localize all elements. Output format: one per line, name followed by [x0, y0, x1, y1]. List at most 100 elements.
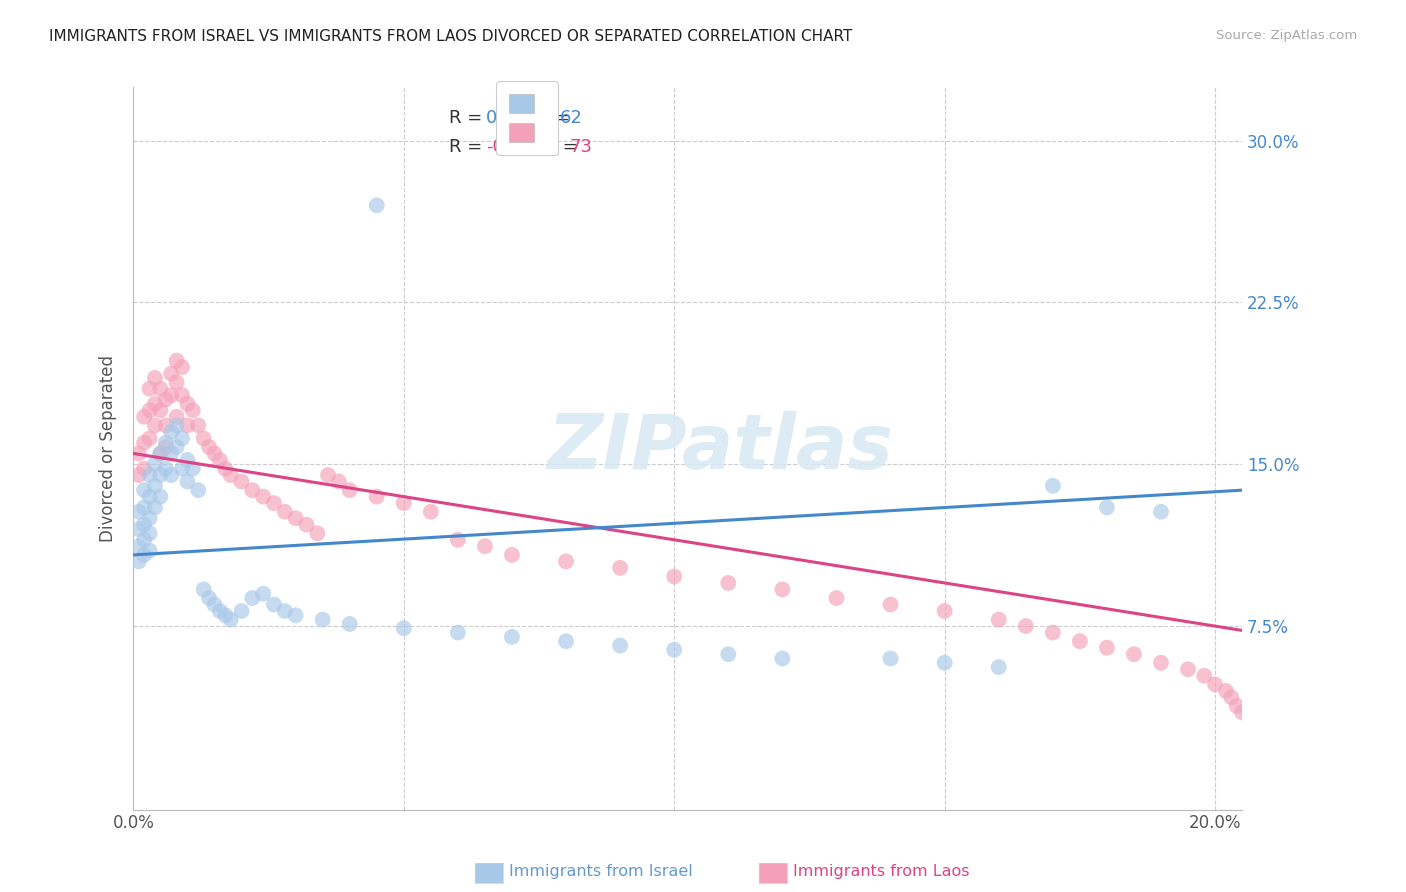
Point	[447, 625, 470, 640]
Point	[176, 453, 198, 467]
Point	[166, 353, 188, 368]
Point	[1042, 479, 1064, 493]
Point	[170, 461, 193, 475]
Point	[143, 397, 166, 411]
Point	[1123, 647, 1146, 661]
Point	[143, 479, 166, 493]
Text: Immigrants from Israel: Immigrants from Israel	[509, 864, 693, 879]
Point	[987, 660, 1010, 674]
Point	[214, 608, 236, 623]
Point	[134, 533, 156, 547]
Point	[1150, 656, 1173, 670]
Point	[166, 376, 188, 390]
Point	[555, 634, 578, 648]
Point	[770, 582, 793, 597]
Point	[149, 446, 172, 460]
Point	[339, 616, 361, 631]
Point	[198, 591, 221, 605]
Point	[316, 468, 339, 483]
Point	[134, 435, 156, 450]
Point	[231, 475, 253, 489]
Point	[143, 457, 166, 471]
Point	[419, 505, 441, 519]
Point	[263, 496, 285, 510]
Point	[208, 453, 231, 467]
Point	[717, 576, 740, 591]
Point	[138, 543, 160, 558]
Y-axis label: Divorced or Separated: Divorced or Separated	[100, 355, 117, 541]
Text: IMMIGRANTS FROM ISRAEL VS IMMIGRANTS FROM LAOS DIVORCED OR SEPARATED CORRELATION: IMMIGRANTS FROM ISRAEL VS IMMIGRANTS FRO…	[49, 29, 852, 44]
Point	[134, 500, 156, 515]
Point	[447, 533, 470, 547]
Point	[214, 461, 236, 475]
Point	[307, 526, 329, 541]
Point	[198, 440, 221, 454]
Point	[501, 548, 523, 562]
Point	[176, 418, 198, 433]
Point	[138, 431, 160, 445]
Point	[204, 446, 226, 460]
Point	[128, 539, 150, 553]
Point	[166, 418, 188, 433]
Point	[149, 490, 172, 504]
Point	[208, 604, 231, 618]
Point	[934, 656, 956, 670]
Point	[166, 440, 188, 454]
Point	[664, 569, 686, 583]
Point	[311, 613, 333, 627]
Point	[176, 475, 198, 489]
Point	[240, 591, 263, 605]
Point	[193, 431, 215, 445]
Point	[825, 591, 848, 605]
Text: R =: R =	[450, 138, 488, 156]
Point	[263, 598, 285, 612]
Text: Source: ZipAtlas.com: Source: ZipAtlas.com	[1216, 29, 1357, 42]
Point	[366, 490, 388, 504]
Point	[274, 505, 297, 519]
Point	[128, 468, 150, 483]
Point	[879, 598, 901, 612]
Point	[1204, 677, 1226, 691]
Point	[295, 517, 318, 532]
Point	[138, 511, 160, 525]
Point	[392, 621, 415, 635]
Point	[170, 431, 193, 445]
Point	[219, 468, 242, 483]
Text: R =: R =	[450, 110, 488, 128]
Point	[160, 425, 183, 439]
Text: ZIPatlas: ZIPatlas	[548, 411, 894, 485]
Point	[160, 388, 183, 402]
Point	[555, 554, 578, 568]
Text: 73: 73	[569, 138, 592, 156]
Point	[609, 639, 631, 653]
Point	[392, 496, 415, 510]
Text: -0.313: -0.313	[486, 138, 544, 156]
Point	[1194, 669, 1216, 683]
Point	[474, 539, 496, 553]
Point	[155, 440, 177, 454]
Point	[193, 582, 215, 597]
Point	[274, 604, 297, 618]
Point	[138, 403, 160, 417]
Point	[204, 598, 226, 612]
Point	[328, 475, 350, 489]
Point	[128, 522, 150, 536]
Point	[1069, 634, 1091, 648]
Point	[170, 388, 193, 402]
Point	[143, 371, 166, 385]
Point	[134, 548, 156, 562]
Point	[155, 418, 177, 433]
Point	[138, 526, 160, 541]
Text: 0.079: 0.079	[486, 110, 537, 128]
Point	[128, 446, 150, 460]
Point	[128, 505, 150, 519]
Point	[219, 613, 242, 627]
Point	[1015, 619, 1038, 633]
Point	[128, 554, 150, 568]
Point	[252, 587, 274, 601]
Point	[240, 483, 263, 498]
Point	[138, 382, 160, 396]
Text: N =: N =	[533, 138, 583, 156]
Point	[987, 613, 1010, 627]
Text: 62: 62	[560, 110, 583, 128]
